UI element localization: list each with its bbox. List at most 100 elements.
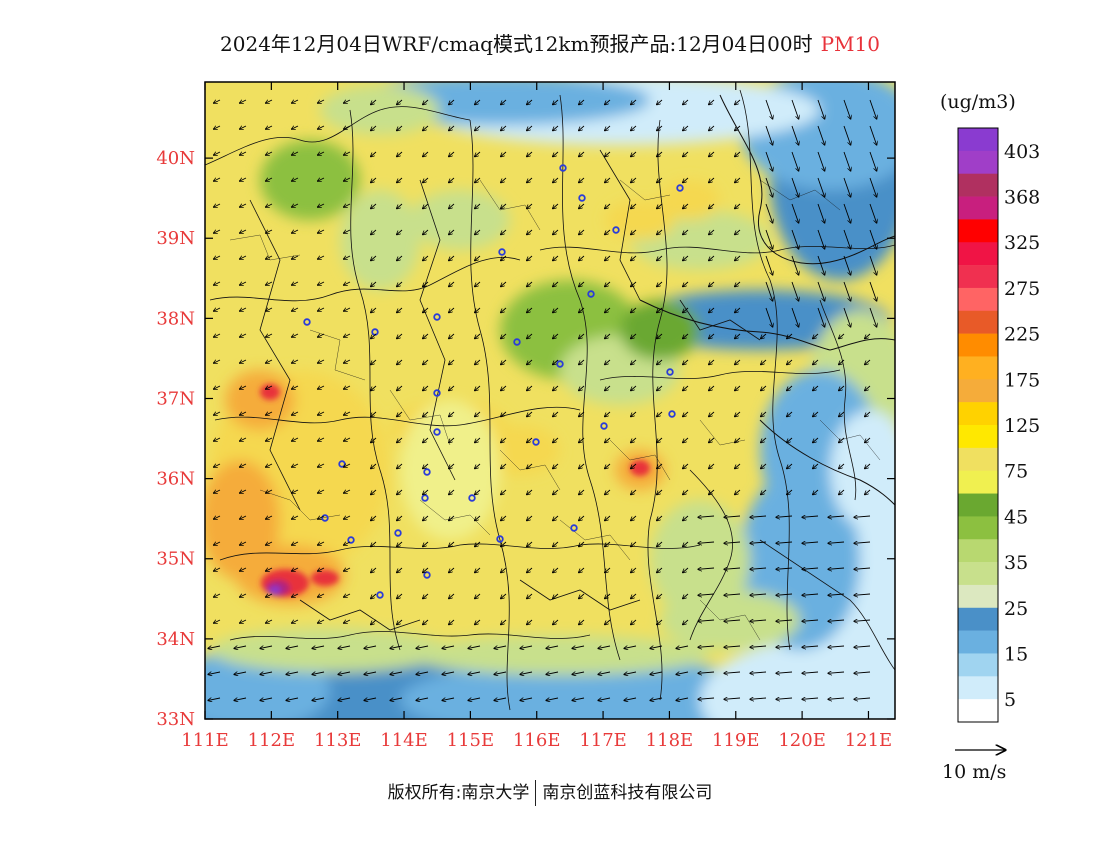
wind-arrow [631,177,637,183]
wind-arrow [553,437,559,443]
wind-arrow [750,620,767,621]
wind-arrow [698,672,715,673]
wind-arrow [371,333,377,339]
wind-arrow [579,567,585,573]
wind-arrow [292,412,299,415]
wind-arrow [735,125,741,131]
wind-arrow [724,568,741,569]
wind-arrow [318,230,325,233]
wind-arrow [240,204,247,207]
wind-arrow [657,125,663,131]
wind-arrow [344,412,351,415]
wind-arrow [787,359,793,365]
city-marker [433,313,441,321]
wind-arrow [631,567,637,573]
colorbar-swatch [958,333,998,357]
wind-arrow [579,463,585,469]
field-region [605,200,675,240]
wind-arrow [266,386,273,389]
wind-arrow [650,672,663,674]
wind-arrow [501,541,507,547]
city-marker [468,494,476,502]
city-marker [347,536,355,544]
city-marker [433,389,441,397]
wind-arrow [292,178,299,181]
colorbar-swatch [958,653,998,677]
wind-arrow [750,568,767,569]
wind-arrow [657,203,663,209]
lon-label: 120E [778,730,826,751]
wind-arrow [579,255,585,261]
wind-arrow [817,229,825,249]
wind-arrow [240,152,247,155]
wind-arrow [234,672,247,674]
wind-arrow [724,516,741,517]
colorbar-swatch [958,150,998,174]
wind-arrow [344,126,351,129]
colorbar-swatch [958,219,998,243]
wind-arrow [765,229,773,249]
wind-arrow [843,203,851,223]
wind-arrow [579,177,585,183]
wind-arrow [828,646,845,647]
wind-arrow [240,360,247,363]
wind-arrow [657,541,663,547]
city-marker [570,524,578,532]
wind-arrow [371,593,377,599]
wind-arrow [605,489,611,495]
wind-arrow [344,490,351,493]
wind-arrow [553,151,559,157]
wind-arrow [344,594,351,597]
wind-arrow [449,541,455,547]
concentration-field [205,82,895,719]
wind-arrow [286,646,299,648]
colorbar-label: 175 [1004,369,1040,391]
wind-arrow [371,99,377,105]
wind-arrow [683,281,689,287]
wind-arrow [791,281,799,301]
wind-arrow [817,307,825,327]
wind-arrow [240,620,247,623]
wind-arrow [449,515,455,521]
wind-arrow [240,516,247,519]
wind-arrow [214,178,221,181]
wind-arrow [553,307,559,313]
wind-arrow [371,125,377,131]
wind-arrow [423,359,429,365]
wind-arrow [828,672,845,673]
wind-arrow [527,619,533,625]
wind-arrow [579,281,585,287]
wind-arrow [735,307,741,313]
colorbar-swatch [958,516,998,540]
wind-arrow [791,177,799,197]
wind-arrow [657,359,663,365]
wind-vectors [208,100,876,700]
lon-label: 115E [447,730,495,751]
wind-arrow [292,126,299,129]
wind-arrow [475,333,481,339]
wind-arrow [865,463,871,469]
wind-arrow [266,152,273,155]
wind-arrow [839,463,845,469]
wind-arrow [605,151,611,157]
wind-arrow [501,203,507,209]
wind-arrow [423,411,429,417]
field-region [650,500,750,620]
wind-arrow [501,255,507,261]
colorbar-unit: (ug/m3) [940,91,1016,113]
wind-arrow [631,99,637,105]
wind-arrow [214,412,221,415]
wind-arrow [214,230,221,233]
wind-arrow [371,463,377,469]
wind-arrow [572,698,585,700]
wind-arrow [318,308,325,311]
wind-arrow [475,177,481,183]
colorbar-label: 325 [1004,232,1040,254]
wind-arrow [449,359,455,365]
wind-arrow [344,334,351,337]
wind-arrow [527,489,533,495]
wind-arrow [371,619,377,625]
wind-arrow [657,463,663,469]
wind-arrow [501,385,507,391]
wind-arrow [266,516,273,519]
